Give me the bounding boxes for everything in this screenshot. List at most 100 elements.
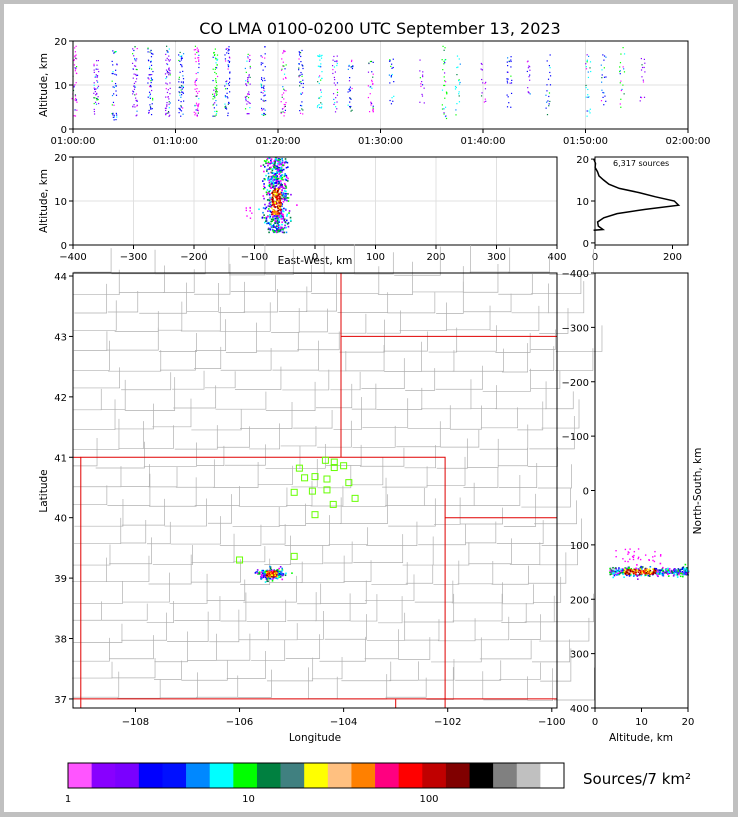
lma-figure: CO LMA 0100-0200 UTC September 13, 2023 … bbox=[38, 19, 710, 805]
lightning-source-point bbox=[333, 103, 335, 105]
colorbar-tick-label: 10 bbox=[242, 794, 255, 805]
lightning-source-point bbox=[167, 59, 169, 61]
ew-source-point bbox=[276, 178, 279, 181]
plan-source-point bbox=[264, 576, 267, 579]
lightning-source-point bbox=[586, 59, 588, 61]
ew-source-point bbox=[270, 180, 272, 183]
lightning-source-point bbox=[351, 66, 353, 68]
ns-source-point bbox=[615, 555, 617, 558]
lightning-source-point bbox=[168, 98, 170, 100]
lightning-source-point bbox=[603, 55, 606, 57]
lightning-source-point bbox=[511, 79, 513, 81]
lightning-source-point bbox=[336, 94, 339, 96]
lightning-source-point bbox=[371, 79, 373, 81]
lightning-source-point bbox=[319, 59, 321, 61]
county-boundary bbox=[531, 270, 582, 294]
lightning-source-point bbox=[136, 110, 138, 112]
county-boundary bbox=[152, 398, 192, 428]
plan-source-point bbox=[261, 572, 264, 575]
county-boundary bbox=[414, 580, 454, 603]
county-boundary bbox=[229, 244, 266, 276]
county-boundary bbox=[121, 498, 165, 526]
lightning-source-point bbox=[215, 80, 217, 82]
lightning-source-point bbox=[133, 55, 135, 57]
lightning-source-point bbox=[196, 92, 199, 94]
lightning-source-point bbox=[181, 55, 183, 57]
lightning-source-point bbox=[227, 50, 229, 52]
ew-source-point bbox=[280, 212, 283, 215]
ns-height-frame bbox=[594, 272, 689, 709]
lightning-source-point bbox=[147, 77, 149, 79]
ew-source-point bbox=[278, 202, 280, 204]
altitude-tick-label: 10 bbox=[635, 717, 648, 728]
ew-source-point bbox=[268, 179, 271, 182]
ew-source-point bbox=[267, 161, 270, 164]
ew-source-point bbox=[280, 211, 283, 213]
lightning-source-point bbox=[547, 100, 549, 102]
lightning-source-point bbox=[317, 105, 319, 107]
ns-source-point bbox=[685, 570, 688, 572]
ns-source-point bbox=[683, 573, 686, 576]
lightning-source-point bbox=[527, 91, 530, 93]
ew-source-point bbox=[275, 159, 278, 161]
county-boundary bbox=[194, 486, 240, 506]
lightning-source-point bbox=[113, 119, 115, 121]
ew-source-point bbox=[278, 173, 280, 176]
ew-source-point bbox=[279, 192, 281, 195]
ns-source-point bbox=[677, 568, 680, 571]
county-boundary bbox=[293, 410, 333, 429]
lightning-source-point bbox=[620, 80, 622, 82]
ns-source-point bbox=[612, 572, 615, 574]
plan-source-point bbox=[269, 565, 271, 568]
lightning-source-point bbox=[443, 113, 445, 115]
county-boundary bbox=[419, 658, 455, 681]
lightning-source-point bbox=[336, 61, 338, 63]
station-marker bbox=[236, 556, 244, 564]
lightning-source-point bbox=[620, 89, 622, 92]
plan-source-point bbox=[267, 580, 269, 583]
lightning-source-point bbox=[150, 107, 152, 109]
ew-source-point bbox=[286, 161, 289, 164]
lightning-source-point bbox=[320, 66, 322, 68]
lightning-source-point bbox=[165, 53, 167, 55]
lightning-source-point bbox=[150, 84, 152, 87]
ew-source-point bbox=[266, 222, 268, 225]
county-boundary bbox=[351, 456, 384, 486]
county-boundary bbox=[73, 248, 112, 273]
plan-source-point bbox=[272, 570, 275, 573]
lightning-source-point bbox=[133, 88, 136, 90]
lightning-source-point bbox=[165, 59, 167, 61]
ns-source-point bbox=[636, 564, 638, 566]
county-boundary bbox=[243, 575, 297, 603]
colorbar-swatch bbox=[445, 763, 470, 788]
county-boundary bbox=[181, 660, 228, 681]
ew-source-point bbox=[278, 197, 281, 200]
ew-source-point bbox=[284, 221, 287, 223]
ew-source-point bbox=[272, 225, 275, 227]
ew-source-point bbox=[271, 198, 273, 200]
ns-source-point bbox=[624, 571, 626, 574]
county-boundary bbox=[378, 596, 403, 624]
lightning-source-point bbox=[229, 72, 231, 74]
lightning-source-point bbox=[281, 94, 283, 96]
plan-source-point bbox=[263, 574, 265, 577]
source-count-label: 6,317 sources bbox=[613, 159, 669, 168]
lightning-source-point bbox=[112, 114, 114, 116]
lightning-source-point bbox=[147, 51, 149, 53]
lightning-source-point bbox=[443, 49, 445, 51]
county-boundary bbox=[174, 596, 221, 621]
county-boundary bbox=[72, 399, 116, 430]
county-boundary bbox=[155, 250, 206, 275]
ew-source-point bbox=[279, 175, 281, 178]
lightning-source-point bbox=[444, 84, 446, 87]
ew-source-point bbox=[271, 169, 274, 172]
lightning-source-point bbox=[244, 67, 246, 70]
lightning-source-point bbox=[350, 66, 352, 68]
lightning-source-point bbox=[263, 85, 265, 87]
lightning-source-point bbox=[169, 69, 171, 72]
ew-source-point bbox=[274, 202, 276, 205]
ew-source-point bbox=[286, 215, 288, 217]
lightning-source-point bbox=[165, 113, 167, 115]
latitude-tick-label: 43 bbox=[54, 332, 67, 343]
county-boundary bbox=[158, 301, 183, 331]
